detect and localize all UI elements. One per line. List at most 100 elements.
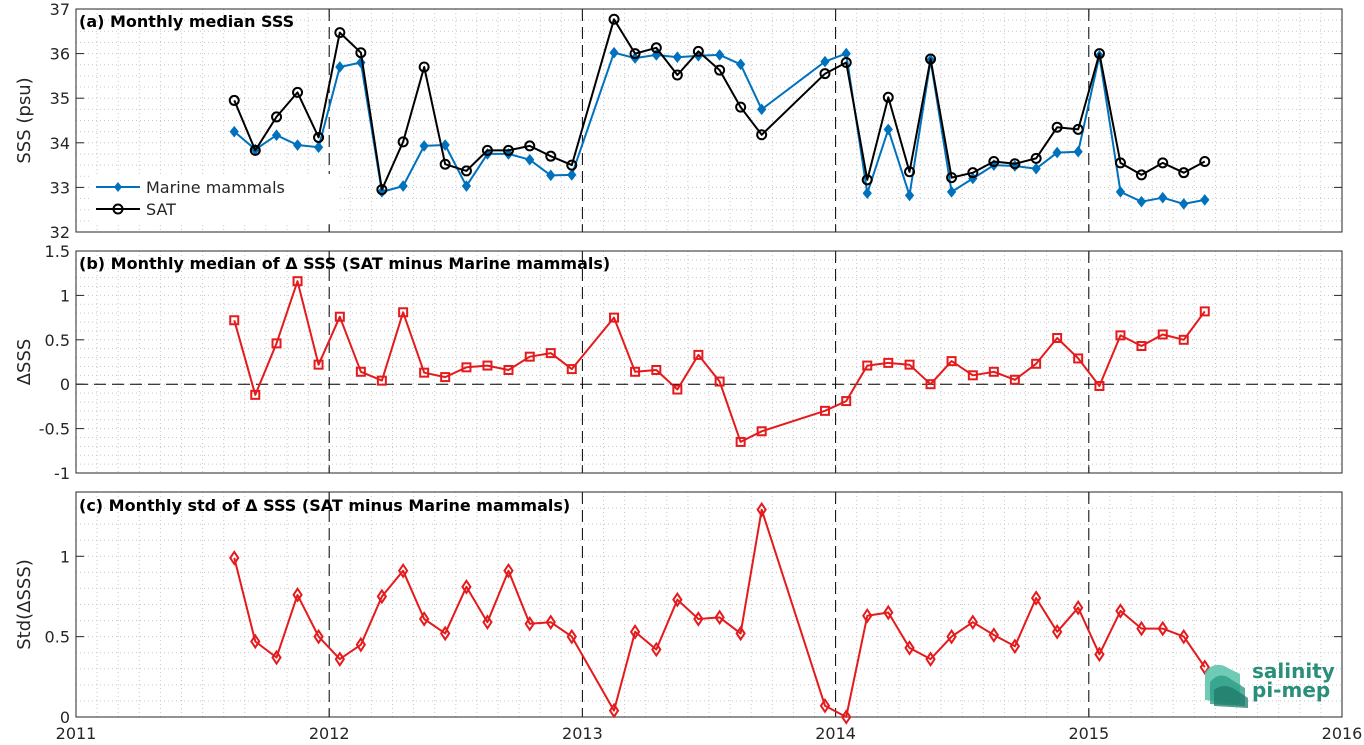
data-point bbox=[650, 42, 662, 54]
y-tick-label: 1.5 bbox=[45, 242, 70, 261]
data-point bbox=[397, 562, 409, 579]
data-point bbox=[904, 359, 915, 370]
data-point bbox=[714, 64, 726, 76]
panel-a: 32 33 34 35 36 37 SSS (psu) (a) Monthly median … bbox=[14, 0, 1343, 242]
axes-box bbox=[75, 8, 1343, 233]
data-point bbox=[313, 359, 324, 370]
data-point bbox=[545, 150, 557, 162]
data-point bbox=[1115, 186, 1126, 198]
data-point bbox=[692, 45, 704, 57]
series-line bbox=[233, 18, 1206, 191]
legend-marker bbox=[112, 203, 124, 215]
data-point bbox=[419, 367, 430, 378]
y-axis-label: SSS (psu) bbox=[14, 77, 35, 163]
data-point bbox=[1200, 194, 1210, 206]
data-point bbox=[1009, 638, 1021, 655]
data-point bbox=[967, 370, 978, 381]
data-point bbox=[883, 357, 894, 368]
data-point bbox=[946, 356, 957, 367]
y-tick-label: 0.5 bbox=[45, 628, 70, 647]
data-point bbox=[1031, 162, 1041, 175]
data-point bbox=[566, 628, 577, 645]
data-point bbox=[608, 702, 620, 719]
data-point bbox=[630, 366, 641, 377]
data-point bbox=[376, 375, 387, 386]
x-tick-label: 2011 bbox=[56, 724, 97, 743]
data-point bbox=[271, 129, 282, 142]
data-point bbox=[1051, 121, 1063, 133]
data-point bbox=[1114, 157, 1126, 169]
data-point bbox=[545, 348, 556, 359]
x-tick-label: 2013 bbox=[562, 724, 603, 743]
data-point bbox=[313, 131, 325, 143]
data-point bbox=[1199, 306, 1210, 317]
data-point bbox=[608, 13, 620, 25]
data-point bbox=[1115, 330, 1126, 341]
data-point bbox=[250, 389, 261, 400]
legend-label: Marine mammals bbox=[146, 178, 285, 197]
minor-grid bbox=[76, 492, 1342, 717]
x-tick-label: 2016 bbox=[1322, 724, 1363, 743]
data-point bbox=[904, 166, 916, 178]
data-point bbox=[756, 129, 768, 141]
data-point bbox=[1072, 123, 1084, 135]
data-point bbox=[546, 169, 556, 182]
data-point bbox=[229, 550, 240, 566]
data-point bbox=[1030, 590, 1042, 606]
data-point bbox=[925, 379, 936, 390]
data-point bbox=[335, 61, 345, 73]
data-point bbox=[1178, 334, 1189, 345]
data-point bbox=[988, 627, 1000, 643]
salinity-pi-mep-logo: salinity pi-mep bbox=[1205, 659, 1335, 708]
y-tick-label: 34 bbox=[50, 134, 70, 153]
y-tick-label: 1 bbox=[60, 547, 70, 566]
data-point bbox=[988, 156, 1000, 168]
data-point bbox=[714, 49, 725, 61]
data-point bbox=[672, 51, 682, 63]
y-tick-label: -1 bbox=[54, 464, 70, 483]
data-point bbox=[1094, 380, 1105, 391]
data-point bbox=[693, 611, 704, 627]
data-point bbox=[1157, 329, 1168, 340]
data-point bbox=[440, 372, 451, 383]
data-point bbox=[1135, 169, 1147, 181]
data-point bbox=[946, 628, 957, 645]
data-point bbox=[334, 27, 346, 39]
data-point bbox=[1051, 624, 1063, 640]
data-point bbox=[482, 614, 493, 630]
data-point bbox=[229, 315, 240, 326]
data-point bbox=[439, 158, 451, 170]
panel-title: (a) Monthly median SSS bbox=[79, 12, 294, 31]
data-point bbox=[460, 165, 472, 177]
data-point bbox=[693, 349, 704, 360]
data-point bbox=[440, 139, 450, 151]
x-tick-label: 2015 bbox=[1068, 724, 1109, 743]
series-line bbox=[233, 280, 1206, 443]
data-point bbox=[418, 61, 430, 73]
data-point bbox=[1178, 628, 1189, 645]
data-point bbox=[481, 144, 493, 156]
data-point bbox=[228, 94, 240, 106]
data-point bbox=[503, 364, 514, 375]
data-point bbox=[271, 338, 282, 349]
data-point bbox=[735, 101, 747, 113]
y-tick-label: 35 bbox=[50, 89, 70, 108]
y-tick-label: 1 bbox=[60, 286, 70, 305]
y-tick-label: 0 bbox=[60, 708, 70, 727]
data-point bbox=[545, 614, 556, 630]
y-tick-label: 32 bbox=[50, 223, 70, 242]
panel-title: (b) Monthly median of Δ SSS (SAT minus M… bbox=[79, 254, 610, 273]
data-point bbox=[461, 180, 472, 192]
data-point bbox=[629, 48, 641, 60]
panel-title: (c) Monthly std of Δ SSS (SAT minus Mari… bbox=[79, 496, 570, 515]
y-axis-label: ΔSSS bbox=[14, 339, 35, 386]
axes-box bbox=[75, 250, 1343, 474]
logo-text-line1: salinity bbox=[1252, 659, 1335, 683]
data-point bbox=[629, 624, 641, 640]
data-point bbox=[1178, 167, 1190, 179]
data-point bbox=[1199, 659, 1210, 675]
data-point bbox=[1073, 353, 1084, 364]
y-tick-label: 37 bbox=[50, 0, 70, 19]
data-point bbox=[756, 426, 767, 437]
